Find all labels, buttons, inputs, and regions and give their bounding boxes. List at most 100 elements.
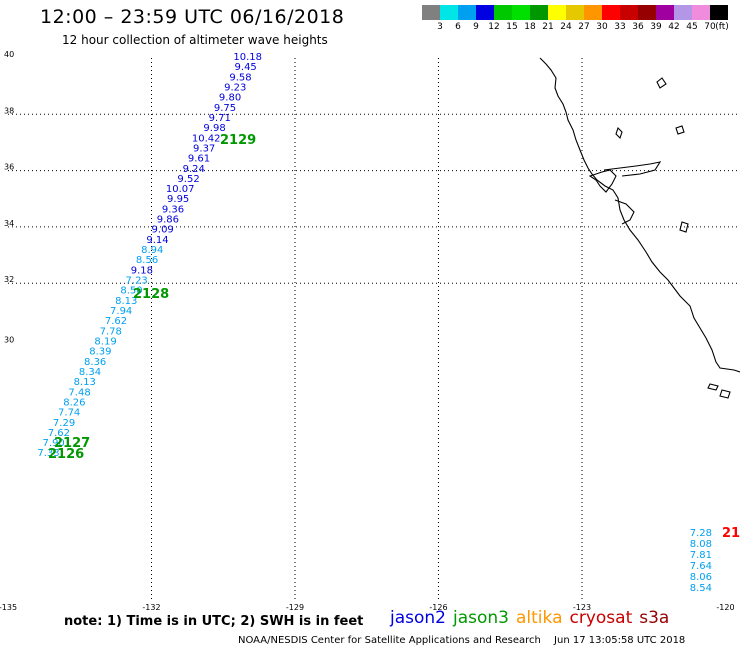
legend-swatch [692, 5, 710, 20]
legend-ticks: 3 6 9 12 15 18 21 24 27 30 33 36 39 42 45 70 (ft) [422, 20, 740, 34]
wave-height-value: 7.78 [100, 326, 122, 337]
wave-height-value: 7.94 [110, 306, 132, 317]
wave-height-value: 8.08 [690, 539, 712, 550]
lake-4 [679, 221, 689, 233]
track-values: 10.189.459.589.239.809.759.719.9810.429.… [37, 52, 712, 594]
wave-height-value: 7.23 [126, 276, 148, 287]
wave-height-value: 8.06 [690, 572, 712, 583]
credit-text: NOAA/NESDIS Center for Satellite Applica… [238, 635, 541, 646]
monterey-bay [614, 199, 635, 225]
legend-tick: 12 [488, 22, 500, 32]
wave-height-value: 8.94 [141, 245, 163, 256]
map-title: 12:00 – 23:59 UTC 06/16/2018 [40, 6, 345, 28]
longitude-labels: -135 -132 -129 -126 -123 -120 [0, 603, 735, 612]
wave-height-value: 8.54 [690, 583, 712, 594]
footer-note: note: 1) Time is in UTC; 2) SWH is in fe… [64, 614, 364, 629]
wave-height-value: 9.14 [146, 235, 168, 246]
legend-swatch [530, 5, 548, 20]
wave-height-value: 9.24 [183, 164, 205, 175]
pass-label: 21 [722, 526, 740, 541]
wave-height-value: 10.42 [192, 133, 221, 144]
legend-swatch [584, 5, 602, 20]
wave-height-value: 8.19 [94, 337, 116, 348]
island-1 [707, 383, 719, 391]
lake-3 [615, 126, 623, 140]
latitude-labels: 40 38 36 34 32 30 [4, 50, 14, 345]
wave-height-value: 8.26 [63, 397, 85, 408]
legend-tick: 27 [578, 22, 590, 32]
wave-height-value: 9.09 [152, 225, 174, 236]
satellite-jason3: jason3 [453, 608, 509, 628]
legend-tick: 70 [704, 22, 716, 32]
longitude-label: -132 [142, 603, 160, 612]
wave-height-value: 7.48 [68, 387, 90, 398]
wave-height-value: 8.39 [89, 347, 111, 358]
legend-swatch [710, 5, 728, 20]
longitude-label: -120 [716, 603, 734, 612]
credit-timestamp: Jun 17 13:05:58 UTC 2018 [554, 635, 686, 646]
lake-1 [656, 77, 667, 89]
longitude-label: -123 [573, 603, 591, 612]
wave-height-value: 9.75 [214, 103, 236, 114]
wave-height-value: 7.33 [37, 448, 59, 459]
legend-swatch [512, 5, 530, 20]
legend-swatches [422, 5, 740, 20]
wave-height-value: 7.90 [43, 438, 65, 449]
satellite-s3a: s3a [639, 608, 670, 628]
legend-swatch [674, 5, 692, 20]
footer-credit: NOAA/NESDIS Center for Satellite Applica… [238, 635, 695, 646]
legend-swatch [476, 5, 494, 20]
california-coastline [539, 57, 740, 373]
pass-label: 2128 [133, 287, 169, 302]
wave-height-value: 9.61 [188, 154, 210, 165]
latitude-label: 40 [4, 50, 14, 59]
legend-swatch [656, 5, 674, 20]
satellite-key: jason2 jason3 altika cryosat s3a [390, 608, 676, 628]
legend-swatch [548, 5, 566, 20]
wave-height-value: 9.86 [157, 215, 179, 226]
wave-height-value: 8.34 [79, 367, 101, 378]
legend-tick: 6 [455, 22, 461, 32]
legend-tick: 30 [596, 22, 608, 32]
wave-height-value: 9.80 [219, 93, 241, 104]
legend-tick: 15 [506, 22, 518, 32]
wave-height-value: 7.62 [105, 316, 127, 327]
wave-height-value: 7.29 [53, 418, 75, 429]
wave-height-value: 10.07 [166, 184, 195, 195]
wave-height-value: 8.50 [120, 286, 142, 297]
latitude-label: 38 [4, 106, 14, 115]
longitude-label: -129 [286, 603, 304, 612]
wave-height-value: 10.18 [233, 52, 262, 63]
wave-height-value: 9.95 [167, 194, 189, 205]
wave-height-value: 9.23 [224, 83, 246, 94]
wave-height-value: 9.71 [209, 113, 231, 124]
satellite-cryosat: cryosat [569, 608, 633, 628]
legend-tick: 39 [650, 22, 662, 32]
delta [603, 161, 662, 177]
latitude-label: 30 [4, 336, 14, 345]
wave-height-value: 7.62 [48, 428, 70, 439]
wave-height-value: 9.58 [229, 72, 251, 83]
map-subtitle: 12 hour collection of altimeter wave hei… [62, 33, 328, 47]
legend-swatch [458, 5, 476, 20]
wave-height-value: 7.81 [690, 550, 712, 561]
wave-height-value: 8.13 [74, 377, 96, 388]
pass-label: 2129 [220, 133, 256, 148]
wave-height-value: 9.98 [203, 123, 225, 134]
legend-tick: 24 [560, 22, 572, 32]
wave-height-value: 8.56 [136, 255, 158, 266]
legend-tick: 9 [473, 22, 479, 32]
latitude-label: 34 [4, 219, 14, 228]
latitude-label: 32 [4, 275, 14, 284]
lake-2 [675, 125, 685, 135]
wave-height-value: 9.36 [162, 204, 184, 215]
legend-swatch [494, 5, 512, 20]
legend-tick: 18 [524, 22, 536, 32]
sf-bay [588, 169, 617, 193]
legend-swatch [440, 5, 458, 20]
legend-tick: 42 [668, 22, 680, 32]
wave-height-value: 9.52 [177, 174, 199, 185]
